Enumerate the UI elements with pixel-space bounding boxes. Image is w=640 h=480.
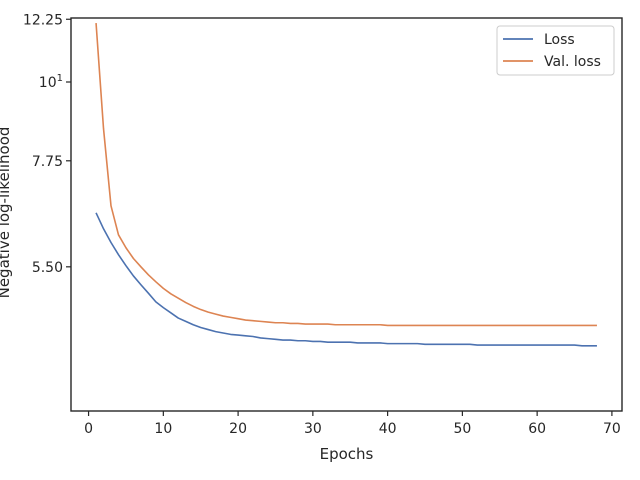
- series-line-val-loss: [95, 23, 597, 327]
- x-tick-label: 40: [379, 421, 397, 437]
- legend-label: Val. loss: [544, 54, 601, 70]
- y-tick-label: 5.50: [32, 260, 63, 276]
- x-axis-label: Epochs: [320, 445, 374, 463]
- x-tick-label: 70: [603, 421, 621, 437]
- x-tick-label: 50: [453, 421, 471, 437]
- x-tick-label: 10: [154, 421, 172, 437]
- x-tick-label: 60: [528, 421, 546, 437]
- x-tick-label: 30: [304, 421, 322, 437]
- y-tick-label: 12.25: [23, 12, 63, 28]
- y-tick-label: 101: [39, 73, 63, 91]
- legend: Loss Val. loss: [496, 25, 615, 76]
- series-line-loss: [95, 212, 597, 347]
- axes-frame: [70, 17, 623, 412]
- x-tick-label: 0: [84, 421, 93, 437]
- plot-area: [71, 18, 622, 411]
- y-axis-label: Negative log-likelihood: [0, 127, 13, 299]
- y-tick-label: 7.75: [32, 154, 63, 170]
- legend-label: Loss: [544, 32, 575, 48]
- x-tick-label: 20: [229, 421, 247, 437]
